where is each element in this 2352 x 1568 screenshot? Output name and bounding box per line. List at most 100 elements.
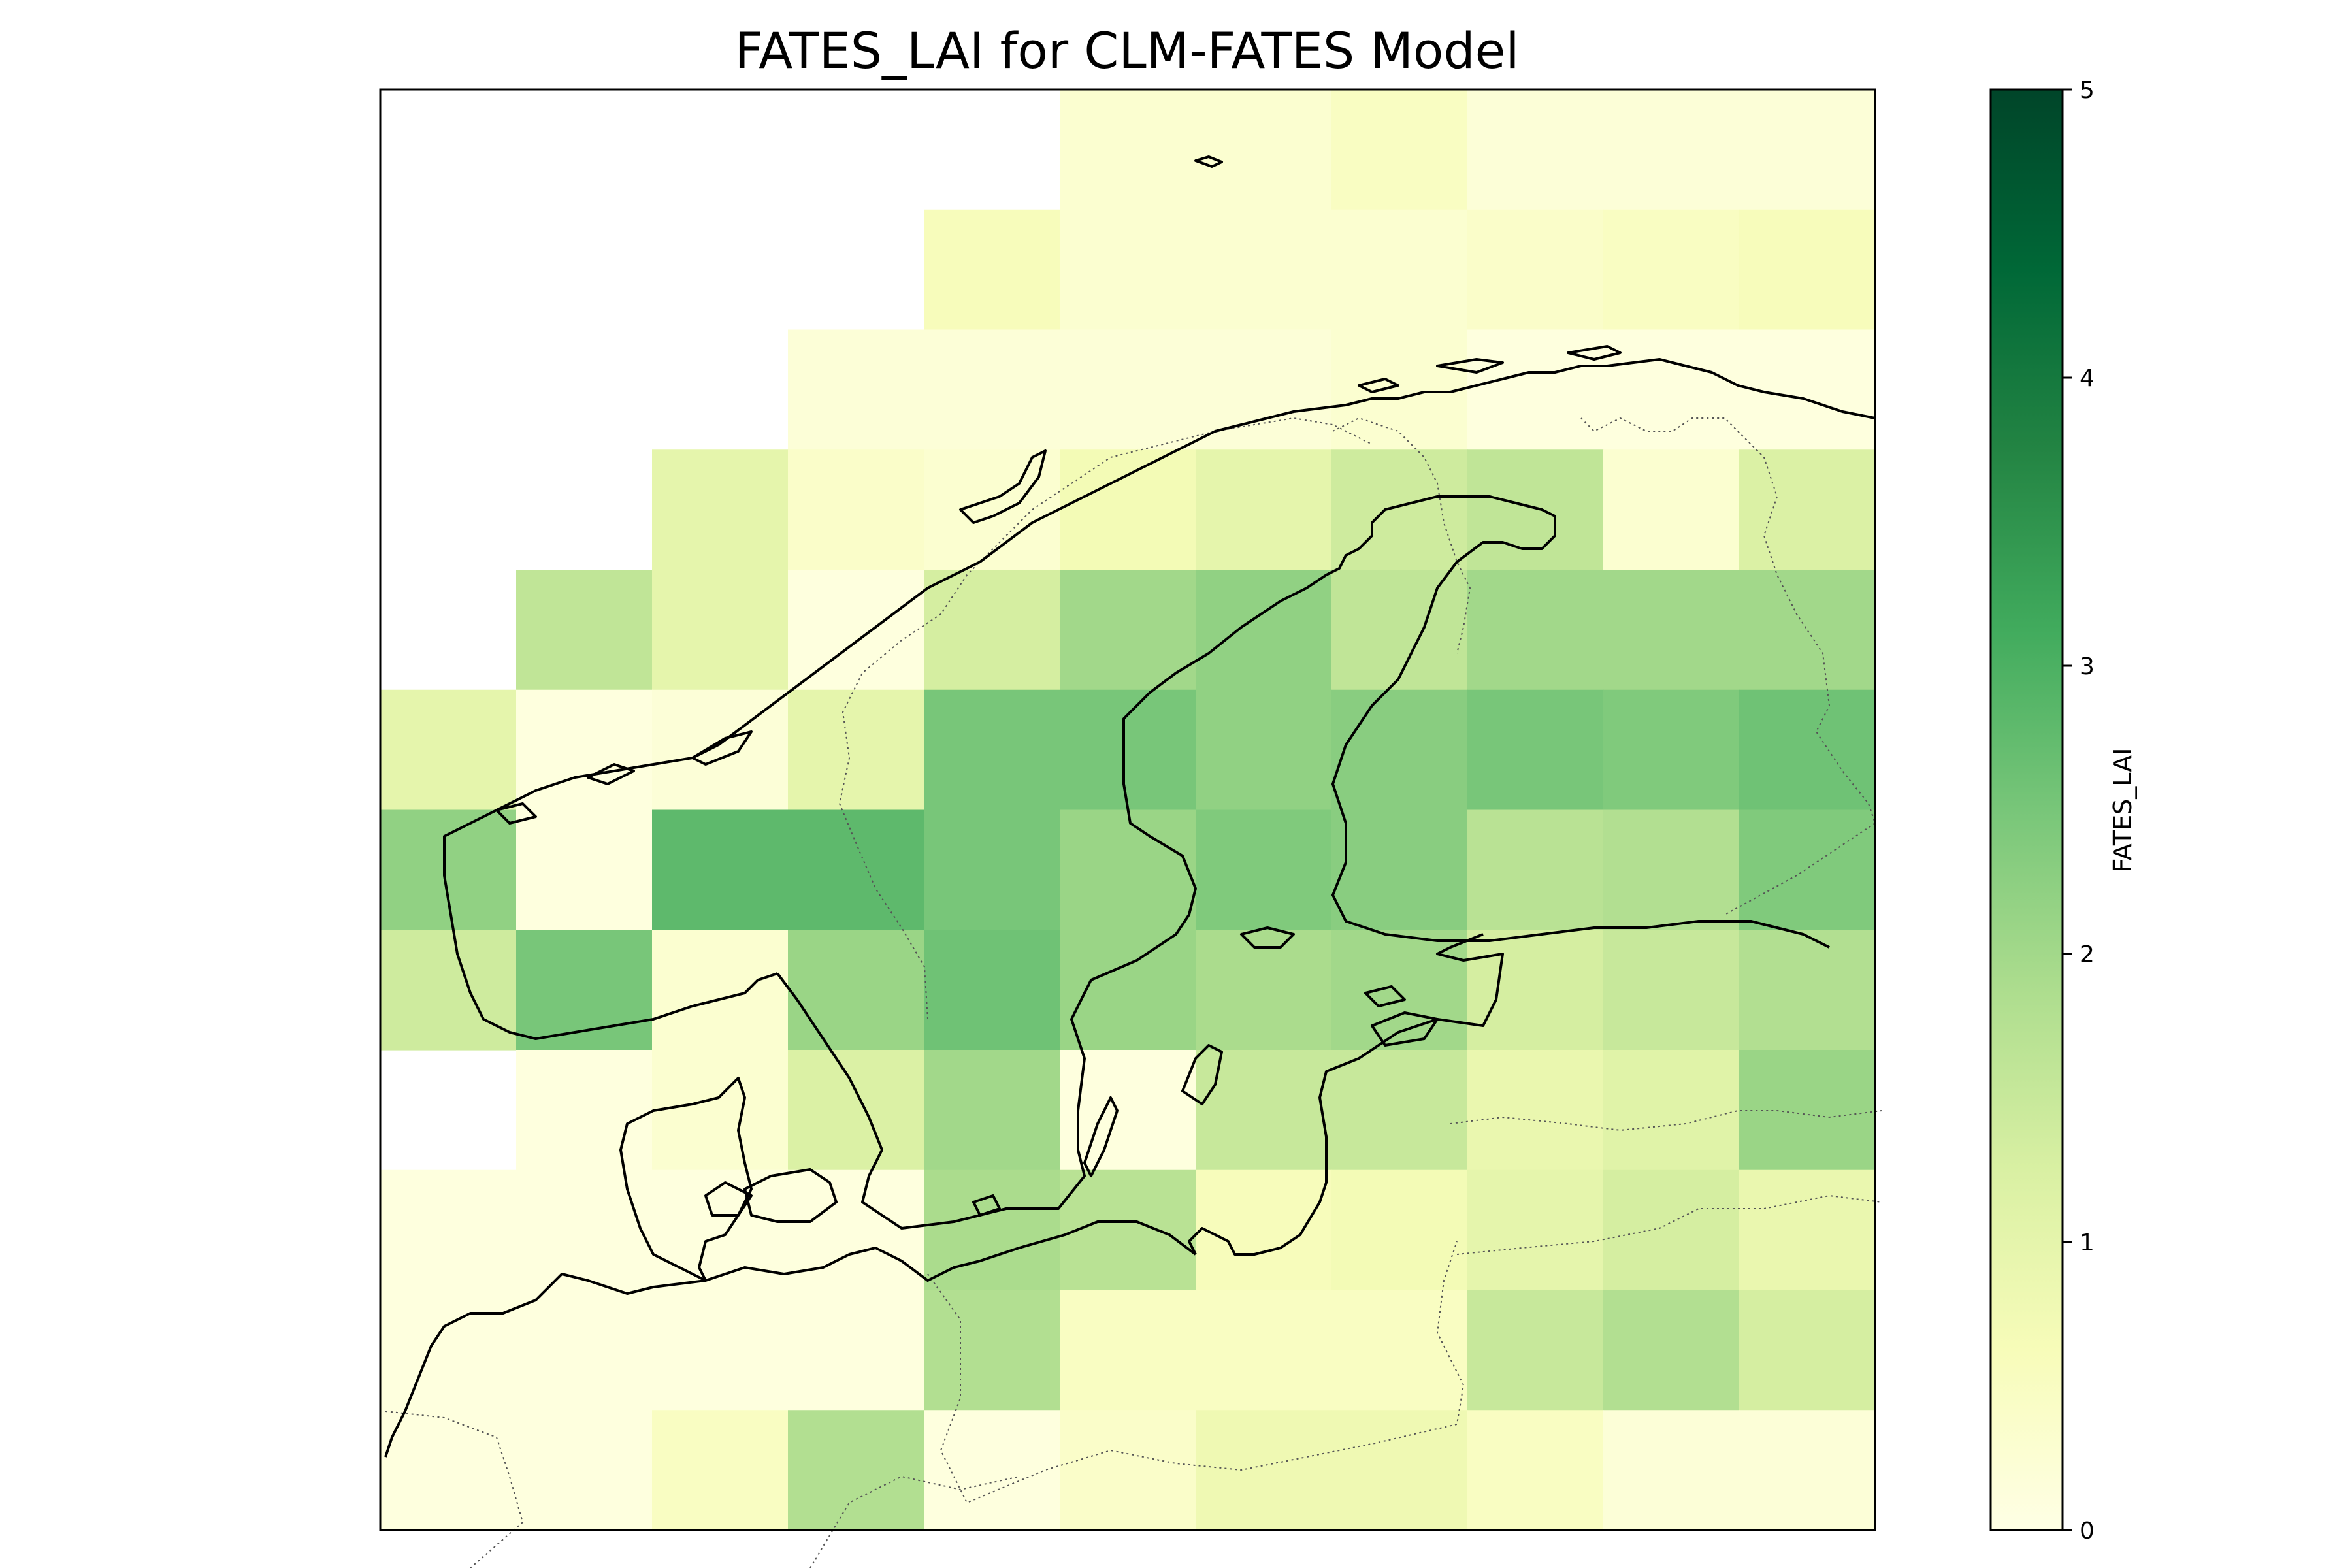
heatmap-cell	[1060, 689, 1196, 811]
heatmap-cell	[380, 930, 517, 1051]
heatmap-cell	[1196, 209, 1332, 331]
coast-saaremaa	[1371, 1011, 1439, 1047]
coastlines	[384, 155, 1876, 1458]
heatmap-cell	[1467, 930, 1604, 1051]
heatmap-cell	[1331, 1290, 1468, 1411]
coast-aland	[1240, 926, 1295, 949]
coast-lofoten-islands	[959, 449, 1047, 524]
heatmap-cell	[1739, 689, 1876, 811]
heatmap-cell	[924, 809, 1060, 930]
heatmap-cell	[1467, 329, 1604, 450]
heatmap-cell	[652, 449, 789, 570]
heatmap-cell	[516, 1290, 653, 1411]
heatmap-cell	[380, 1410, 517, 1531]
heatmap-cell	[1467, 1169, 1604, 1291]
heatmap-cell	[516, 1169, 653, 1291]
heatmap-cell	[380, 809, 517, 930]
heatmap-cell	[380, 689, 517, 811]
colorbar-tick-label: 3	[2080, 653, 2095, 680]
heatmap-cell	[1196, 1410, 1332, 1531]
colorbar-tick-label: 0	[2080, 1518, 2095, 1544]
coast-islands-north	[1358, 345, 1622, 393]
heatmap-cell	[516, 689, 653, 811]
heatmap-cell	[1467, 570, 1604, 691]
coast-hiiumaa	[1364, 985, 1406, 1007]
heatmap-cell	[924, 570, 1060, 691]
heatmap-cell	[1467, 1410, 1604, 1531]
coast-gotland	[1181, 1044, 1223, 1105]
heatmap-cell	[1196, 90, 1332, 210]
heatmap-cell	[1331, 1050, 1468, 1171]
coast-zealand	[743, 1168, 838, 1223]
colorbar-label: FATES_LAI	[2108, 747, 2137, 872]
heatmap-cell	[1467, 1290, 1604, 1411]
heatmap-cell	[788, 329, 924, 450]
heatmap-cell	[1603, 1169, 1740, 1291]
heatmap-cell	[788, 1290, 924, 1411]
coast-bornholm	[972, 1194, 1001, 1217]
heatmap-cell	[1196, 1169, 1332, 1291]
heatmap-cell	[1739, 90, 1876, 210]
map-frame	[379, 88, 1876, 1531]
heatmap-cell	[1196, 449, 1332, 570]
colorbar-tick-label: 5	[2080, 77, 2095, 104]
heatmap-cell	[1196, 809, 1332, 930]
heatmap-cell	[1739, 329, 1876, 450]
coast-baltics	[1188, 933, 1504, 1256]
heatmap-cell	[652, 1050, 789, 1171]
heatmap-cell	[1331, 1169, 1468, 1291]
heatmap-cell	[924, 1290, 1060, 1411]
heatmap-cell	[1196, 1290, 1332, 1411]
heatmap-cell	[924, 689, 1060, 811]
heatmap-cell	[788, 930, 924, 1051]
coast-funen	[704, 1181, 753, 1217]
heatmap-cell	[516, 1410, 653, 1531]
border-poland	[927, 1241, 1465, 1504]
heatmap-cell	[652, 930, 789, 1051]
heatmap-cell	[1467, 809, 1604, 930]
heatmap-cell	[1060, 1410, 1196, 1531]
colorbar-tick-label: 1	[2080, 1230, 2095, 1256]
heatmap-cell	[1060, 570, 1196, 691]
heatmap-cell	[788, 1169, 924, 1291]
heatmap-cell	[924, 1050, 1060, 1171]
heatmap-cell	[1603, 1410, 1740, 1531]
heatmap-cell	[1060, 1050, 1196, 1171]
heatmap-cell	[516, 809, 653, 930]
heatmap-cell	[788, 1410, 924, 1531]
heatmap-cell	[516, 930, 653, 1051]
heatmap-cell	[1331, 209, 1468, 331]
border-sweden-finland	[1332, 417, 1471, 654]
heatmap-cell	[1739, 1169, 1876, 1291]
heatmap-cell	[652, 1290, 789, 1411]
heatmap-cell	[1060, 209, 1196, 331]
heatmap-cell	[1196, 570, 1332, 691]
coast-sweden	[776, 495, 1556, 1230]
heatmap-cell	[1196, 689, 1332, 811]
heatmap-cell	[1603, 1050, 1740, 1171]
heatmap-cell	[1467, 90, 1604, 210]
heatmap-cell	[924, 209, 1060, 331]
heatmap-cell	[1467, 1050, 1604, 1171]
coast-finland	[1331, 541, 1830, 949]
heatmap-cell	[380, 1290, 517, 1411]
country-borders	[385, 417, 1882, 1568]
heatmap-cell	[1739, 1290, 1876, 1411]
heatmap-cell	[1331, 1410, 1468, 1531]
heatmap-cell	[1603, 329, 1740, 450]
colorbar-ticks: 0 1 2 3 4 5	[2063, 77, 2095, 1544]
heatmap-cell	[1739, 570, 1876, 691]
heatmap-cell	[1467, 449, 1604, 570]
border-baltics	[1450, 1110, 1882, 1132]
heatmap-cell	[1060, 1290, 1196, 1411]
coast-islands-west	[495, 730, 753, 825]
heatmap-cell	[1603, 449, 1740, 570]
chart-title: FATES_LAI for CLM-FATES Model	[734, 22, 1519, 80]
heatmap-cell	[1196, 930, 1332, 1051]
heatmap-cell	[1603, 689, 1740, 811]
heatmap-cell	[1739, 449, 1876, 570]
coast-poland-germany	[384, 1220, 1197, 1458]
heatmap-cell	[1196, 1050, 1332, 1171]
border-finland-russia	[1580, 417, 1876, 824]
